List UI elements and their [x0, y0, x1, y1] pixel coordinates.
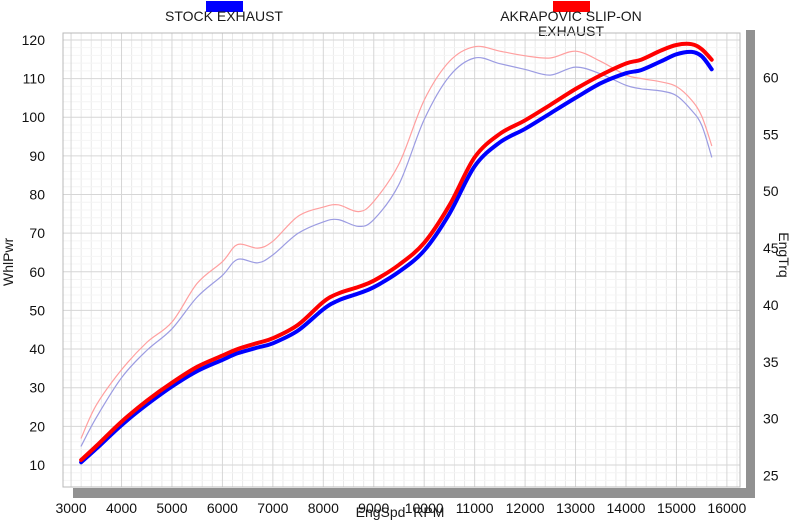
x-tick-label: 4000	[106, 500, 137, 516]
left-tick-label: 40	[29, 341, 45, 357]
right-tick-label: 55	[763, 126, 779, 142]
x-tick-label: 12000	[506, 500, 545, 516]
x-tick-label: 5000	[156, 500, 187, 516]
legend-label-stock: STOCK EXHAUST	[165, 8, 283, 24]
x-tick-label: 8000	[308, 500, 339, 516]
x-tick-label: 11000	[456, 500, 494, 516]
right-tick-label: 25	[763, 468, 779, 484]
right-tick-label: 45	[763, 240, 779, 256]
plot-border	[62, 32, 741, 488]
left-tick-label: 110	[23, 71, 46, 87]
y-axis-title-power: WhlPwr	[0, 237, 16, 286]
right-tick-label: 35	[763, 354, 779, 370]
x-tick-label: 10000	[405, 500, 444, 516]
x-tick-label: 9000	[358, 500, 389, 516]
right-tick-label: 50	[763, 183, 779, 199]
curves	[79, 41, 714, 465]
x-tick-label: 16000	[707, 500, 746, 516]
y-axis-title-torque: EngTrq	[776, 232, 792, 278]
tick-labels: 3000 4000 5000 6000 7000 8000 9000 10000 11000 12…	[22, 32, 779, 516]
curve-0	[79, 49, 714, 465]
x-tick-label: 15000	[657, 500, 696, 516]
left-tick-label: 80	[29, 187, 45, 203]
bottom-shadow-bar	[73, 488, 755, 498]
right-tick-label: 40	[763, 297, 779, 313]
x-tick-label: 6000	[207, 500, 238, 516]
legend-label-akrapovic: AKRAPOVIC SLIP-ON EXHAUST	[500, 8, 642, 39]
right-tick-label: 30	[763, 411, 779, 427]
left-tick-label: 20	[29, 418, 45, 434]
right-shadow-bar	[746, 30, 755, 498]
left-tick-label: 70	[29, 225, 45, 241]
gridlines	[63, 33, 740, 487]
x-tick-label: 7000	[257, 500, 288, 516]
legend-swatch-akrapovic	[553, 1, 590, 12]
legend-swatch-stock	[206, 1, 243, 12]
left-tick-label: 90	[29, 148, 45, 164]
x-tick-label: 14000	[607, 500, 646, 516]
curve-3	[80, 45, 713, 439]
left-tick-label: 10	[29, 457, 45, 473]
x-tick-label: 3000	[55, 500, 86, 516]
left-tick-label: 100	[22, 109, 46, 125]
left-tick-label: 120	[22, 32, 46, 48]
left-tick-label: 30	[29, 380, 45, 396]
x-tick-label: 13000	[556, 500, 595, 516]
right-tick-label: 60	[763, 69, 779, 85]
x-axis-title: EngSpd RPM	[355, 504, 445, 520]
left-tick-label: 60	[29, 264, 45, 280]
left-tick-label: 50	[29, 302, 45, 318]
curve-2	[80, 56, 713, 447]
curve-1	[79, 41, 714, 462]
